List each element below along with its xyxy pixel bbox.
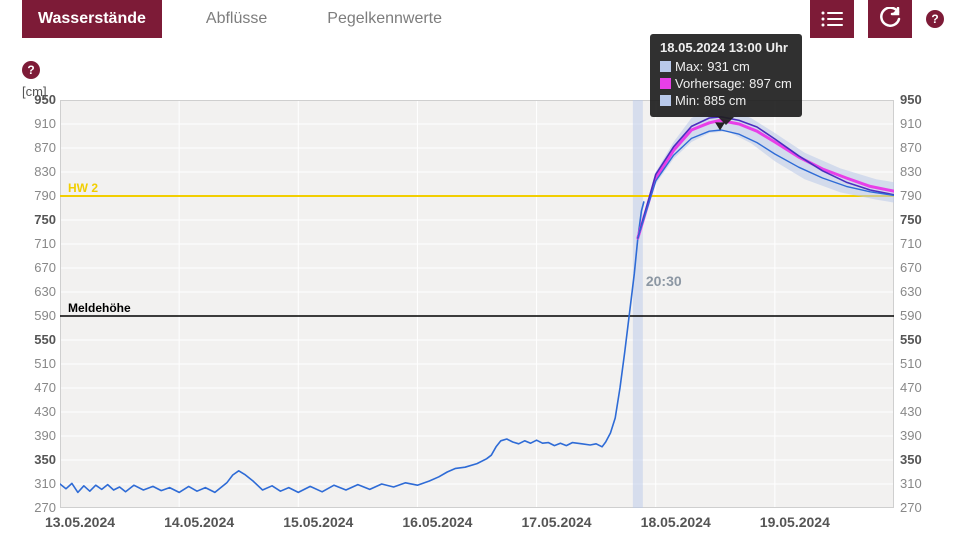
y-tick-right: 830 [900, 164, 922, 179]
y-tick-left: 910 [22, 116, 56, 131]
y-tick-right: 350 [900, 452, 922, 467]
toolbar: ? [810, 0, 944, 38]
y-tick-right: 910 [900, 116, 922, 131]
tooltip-label: Min: [675, 92, 700, 109]
x-tick: 17.05.2024 [522, 514, 592, 530]
y-tick-right: 430 [900, 404, 922, 419]
help-icon: ? [27, 63, 34, 77]
tooltip-swatch [660, 61, 671, 72]
y-tick-left: 310 [22, 476, 56, 491]
list-icon [820, 7, 844, 31]
tooltip-value: 931 cm [707, 58, 750, 75]
time-marker-label: 20:30 [646, 273, 682, 289]
y-tick-right: 390 [900, 428, 922, 443]
chart-plot-area: 20:30 HW 2 Meldehöhe [60, 100, 894, 508]
y-tick-right: 590 [900, 308, 922, 323]
help-button-top[interactable]: ? [926, 10, 944, 28]
y-tick-right: 870 [900, 140, 922, 155]
x-tick: 18.05.2024 [641, 514, 711, 530]
y-tick-left: 270 [22, 500, 56, 515]
y-tick-left: 430 [22, 404, 56, 419]
tooltip-title: 18.05.2024 13:00 Uhr [660, 40, 792, 55]
tab-label: Wasserstände [38, 10, 146, 28]
y-tick-right: 670 [900, 260, 922, 275]
y-tick-right: 950 [900, 92, 922, 107]
refresh-icon [878, 7, 902, 31]
y-tick-right: 310 [900, 476, 922, 491]
y-tick-left: 750 [22, 212, 56, 227]
y-tick-left: 630 [22, 284, 56, 299]
threshold-label: HW 2 [68, 181, 98, 195]
y-tick-left: 790 [22, 188, 56, 203]
y-tick-left: 670 [22, 260, 56, 275]
threshold-label: Meldehöhe [68, 301, 131, 315]
tab-wasserstaende[interactable]: Wasserstände [22, 0, 162, 38]
tab-label: Pegelkennwerte [327, 10, 442, 28]
y-tick-left: 470 [22, 380, 56, 395]
tooltip-swatch [660, 78, 671, 89]
y-tick-right: 270 [900, 500, 922, 515]
y-tick-left: 550 [22, 332, 56, 347]
y-tick-left: 510 [22, 356, 56, 371]
y-tick-left: 710 [22, 236, 56, 251]
y-tick-right: 510 [900, 356, 922, 371]
x-tick: 13.05.2024 [45, 514, 115, 530]
y-tick-right: 750 [900, 212, 922, 227]
help-icon: ? [931, 12, 938, 26]
help-button-chart[interactable]: ? [22, 61, 40, 79]
y-tick-right: 550 [900, 332, 922, 347]
tab-bar: Wasserstände Abflüsse Pegelkennwerte [22, 0, 458, 38]
y-tick-left: 350 [22, 452, 56, 467]
tab-pegelkennwerte[interactable]: Pegelkennwerte [311, 0, 458, 38]
tooltip-label: Vorhersage: [675, 75, 745, 92]
tooltip-swatch [660, 95, 671, 106]
tooltip-value: 897 cm [749, 75, 792, 92]
y-tick-left: 830 [22, 164, 56, 179]
y-tick-left: 590 [22, 308, 56, 323]
chart-tooltip: 18.05.2024 13:00 Uhr Max: 931 cm Vorhers… [650, 34, 802, 117]
x-tick: 15.05.2024 [283, 514, 353, 530]
tooltip-row: Min: 885 cm [660, 92, 792, 109]
y-tick-right: 630 [900, 284, 922, 299]
x-tick: 16.05.2024 [402, 514, 472, 530]
tooltip-label: Max: [675, 58, 703, 75]
y-tick-left: 870 [22, 140, 56, 155]
x-tick: 14.05.2024 [164, 514, 234, 530]
tab-label: Abflüsse [206, 10, 267, 28]
refresh-button[interactable] [868, 0, 912, 38]
y-tick-left: 390 [22, 428, 56, 443]
tooltip-row: Max: 931 cm [660, 58, 792, 75]
tooltip-value: 885 cm [704, 92, 747, 109]
y-tick-left: 950 [22, 92, 56, 107]
tab-abfluesse[interactable]: Abflüsse [190, 0, 283, 38]
app-root: Wasserstände Abflüsse Pegelkennwerte ? ?… [0, 0, 966, 543]
chart-svg: 20:30 HW 2 Meldehöhe [60, 100, 894, 508]
list-button[interactable] [810, 0, 854, 38]
x-tick: 19.05.2024 [760, 514, 830, 530]
tooltip-row: Vorhersage: 897 cm [660, 75, 792, 92]
y-tick-right: 470 [900, 380, 922, 395]
y-tick-right: 710 [900, 236, 922, 251]
y-tick-right: 790 [900, 188, 922, 203]
